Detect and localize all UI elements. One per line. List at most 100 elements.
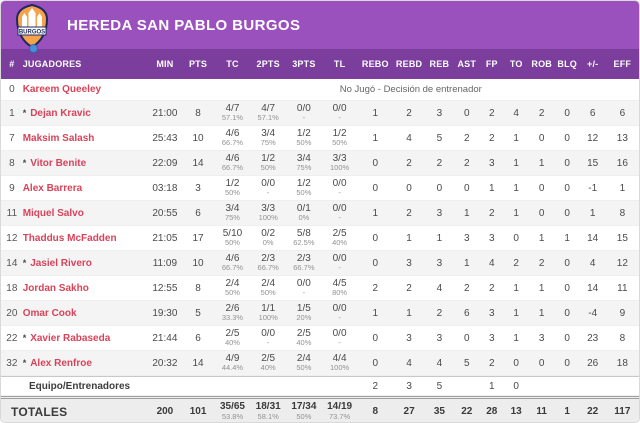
stat-p2: 4/7 57.1% [250,104,286,122]
player-name-link[interactable]: Kareem Queeley [22,84,102,95]
stat-min: 20:32 [152,357,178,369]
column-header-rebd: REBD [395,59,423,69]
stat-pm: -4 [588,307,598,319]
stat-p3-percentage: 40% [296,338,312,348]
player-row-7: 7 Maksim Salash 25:43 10 4/6 66.7% 3/4 75% 1/2 50… [1,126,639,151]
player-name-link[interactable]: Alex Renfroe [30,357,92,369]
total-tl-percentage: 73.7% [328,411,351,421]
total-tl-made-attempts: 14/19 [327,402,353,413]
stat-p2-percentage: - [266,338,270,348]
stat-tl: 4/5 80% [322,279,358,297]
stat-pm: 12 [587,132,599,144]
player-name-cell: * Alex Renfroe [23,358,149,369]
stat-tl: 0/0- [322,179,358,197]
stat-blq: 0 [564,282,570,294]
team-header: BURGOS HEREDA SAN PABLO BURGOS [1,1,639,53]
stat-p3: 0/0- [286,279,322,297]
stat-pts: 10 [192,132,204,144]
stat-tc-percentage: 57.1% [221,113,244,123]
burgos-crest-icon: BURGOS [15,3,49,49]
stat-p2-percentage: 100% [258,213,278,223]
stat-pm: 4 [589,257,596,269]
stat-rebd: 2 [406,282,412,294]
stat-p3-made-attempts: 2/5 [296,328,311,339]
total-ast: 22 [461,406,473,417]
total-pm: 22 [587,406,599,417]
player-name-cell: Jordan Sakho [23,283,149,294]
stat-p2-made-attempts: 0/0 [261,328,276,339]
stat-tc-made-attempts: 2/4 [225,278,240,289]
column-header-min: MIN [156,59,174,69]
stat-p2-percentage: 75% [260,138,276,148]
stat-fp: 2 [489,132,495,144]
stat-p3-made-attempts: 5/8 [296,228,311,239]
stat-tc-made-attempts: 1/2 [225,178,240,189]
stat-tl: 0/0- [322,254,358,272]
player-name-link[interactable]: Maksim Salash [22,132,95,144]
player-name-link[interactable]: Jasiel Rivero [30,257,92,269]
stat-pts: 14 [192,157,204,169]
stat-reb: 3 [436,257,443,269]
stat-to: 1 [513,207,519,219]
column-header-rob: ROB [531,59,552,69]
stat-p3-made-attempts: 1/2 [296,128,311,139]
starter-asterisk: * [22,257,27,268]
player-name-link[interactable]: Xavier Rabaseda [30,332,111,344]
player-number: 22 [6,332,18,344]
stat-p2: 0/2 0% [250,229,286,247]
stat-reb: 2 [436,307,443,319]
stat-to: 1 [513,157,519,169]
stat-p2-percentage: 66.7% [257,263,279,273]
stat-reb: 2 [436,157,443,169]
player-name-link[interactable]: Vitor Benite [30,157,87,169]
player-name-cell: * Dejan Kravic [23,108,149,119]
total-p2-made-attempts: 18/31 [255,402,281,413]
stat-p2-percentage: 100% [258,313,278,323]
player-name-cell: * Vitor Benite [23,158,149,169]
stat-pts: 10 [192,257,204,269]
stat-rebd: 2 [406,107,412,119]
player-number: 32 [6,357,18,369]
stat-rob: 0 [538,182,545,194]
stat-rebd: 2 [406,207,412,219]
stat-rebo: 0 [372,332,379,344]
total-fp: 28 [486,406,498,417]
player-name-cell: Miquel Salvo [23,208,149,219]
stat-to: 1 [513,332,519,344]
stat-pts: 6 [195,332,201,344]
total-p2-percentage: 58.1% [257,411,279,421]
player-name-link[interactable]: Alex Barrera [22,182,83,194]
stat-p3-percentage: - [302,288,306,298]
team-name: HEREDA SAN PABLO BURGOS [67,16,301,34]
player-name-link[interactable]: Thaddus McFadden [22,232,117,244]
column-header-ast: AST [457,59,477,69]
stat-tl-made-attempts: 3/3 [332,153,347,164]
stat-fp: 3 [489,232,495,244]
stat-tc-percentage: 66.7% [221,263,244,273]
stat-pts: 8 [195,282,201,294]
stat-min: 21:44 [152,332,178,344]
stat-p2-made-attempts: 3/3 [261,203,276,214]
stat-min: 21:05 [152,232,178,244]
stat-tc-percentage: 66.7% [221,138,244,148]
stat-pm: 14 [587,232,599,244]
stat-min: 25:43 [152,132,178,144]
stat-tl-made-attempts: 0/0 [332,103,347,114]
player-number: 9 [9,182,15,194]
stat-rob: 0 [538,132,545,144]
player-name-link[interactable]: Miquel Salvo [22,207,84,219]
stat-blq: 0 [564,332,570,344]
stat-rebd: 4 [406,357,412,369]
player-name-link[interactable]: Jordan Sakho [22,282,89,294]
stat-tc-percentage: 75% [224,213,240,223]
stat-fp: 3 [489,157,495,169]
total-p3: 17/34 50% [286,402,322,420]
player-name-cell: Thaddus McFadden [23,233,149,244]
stat-rob: 1 [538,282,545,294]
total-tc: 35/65 53.8% [215,402,251,420]
player-name-link[interactable]: Dejan Kravic [30,107,91,119]
stat-ast: 0 [463,182,470,194]
basketball-icon [29,44,38,53]
total-rebd: 27 [403,406,415,417]
player-name-link[interactable]: Omar Cook [22,307,77,319]
